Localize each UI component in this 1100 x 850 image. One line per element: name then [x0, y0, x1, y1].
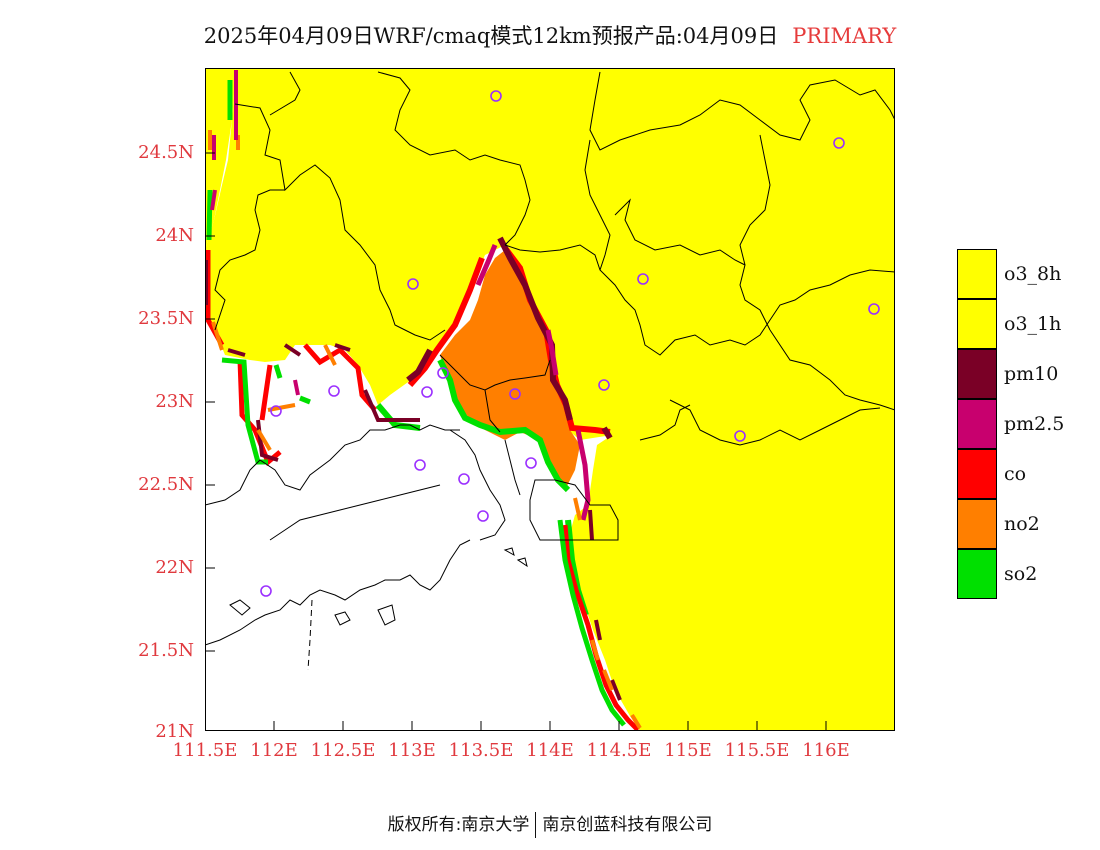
- station-marker: [407, 278, 419, 290]
- lat-label: 21.5N: [138, 640, 194, 661]
- coast-pm10-strip: [588, 509, 622, 701]
- title-tag: PRIMARY: [792, 24, 897, 48]
- legend-swatch: [957, 499, 997, 549]
- station-marker: [525, 457, 537, 469]
- lon-label: 114E: [526, 740, 574, 761]
- lat-label: 22.5N: [138, 474, 194, 495]
- station-marker: [477, 510, 489, 522]
- legend-swatch: [957, 399, 997, 449]
- lat-label: 23N: [155, 391, 194, 412]
- lon-label: 116E: [802, 740, 850, 761]
- station-marker: [260, 585, 272, 597]
- legend-swatch: [957, 249, 997, 299]
- station-markers: [260, 90, 880, 597]
- west-no2-band: [208, 130, 337, 452]
- legend-label: co: [1004, 463, 1027, 485]
- lat-label: 22N: [155, 557, 194, 578]
- station-marker: [270, 405, 282, 417]
- lat-label: 21N: [155, 721, 194, 742]
- axis-ticks: [205, 152, 827, 731]
- chart-title: 2025年04月09日WRF/cmaq模式12km预报产品:04月09日 PRIM…: [0, 20, 1100, 50]
- station-marker: [421, 386, 433, 398]
- lon-label: 114.5E: [586, 740, 652, 761]
- station-marker: [868, 303, 880, 315]
- legend-swatch: [957, 449, 997, 499]
- legend-label: pm10: [1004, 363, 1059, 385]
- admin-borders: [214, 71, 895, 541]
- legend-label: so2: [1004, 563, 1038, 585]
- legend-label: o3_1h: [1004, 313, 1062, 335]
- lon-label: 112E: [250, 740, 298, 761]
- station-marker: [637, 273, 649, 285]
- station-marker: [833, 137, 845, 149]
- footer-left: 版权所有:南京大学: [387, 815, 530, 835]
- legend-swatch: [957, 549, 997, 599]
- lat-label: 23.5N: [138, 308, 194, 329]
- lat-label: 24.5N: [138, 142, 194, 163]
- footer-right: 南京创蓝科技有限公司: [542, 815, 713, 835]
- footer-separator: [535, 812, 537, 838]
- lon-label: 113.5E: [448, 740, 514, 761]
- west-pm25-band: [210, 70, 300, 396]
- station-marker: [509, 388, 521, 400]
- station-marker: [437, 367, 449, 379]
- no2-region: [440, 250, 580, 490]
- west-so2-band: [206, 80, 311, 465]
- copyright-footer: 版权所有:南京大学 南京创蓝科技有限公司: [0, 810, 1100, 838]
- lon-label: 115.5E: [724, 740, 790, 761]
- coastline: [205, 424, 528, 671]
- station-marker: [328, 385, 340, 397]
- lon-label: 115E: [664, 740, 712, 761]
- pm10-band: [406, 236, 613, 440]
- station-marker: [734, 430, 746, 442]
- title-main: 2025年04月09日WRF/cmaq模式12km预报产品:04月09日: [203, 24, 779, 48]
- legend-swatch: [957, 299, 997, 349]
- pollutant-map: [205, 68, 895, 731]
- lon-label: 112.5E: [310, 740, 376, 761]
- lon-label: 111.5E: [172, 740, 238, 761]
- o3-field: [205, 68, 895, 731]
- legend-label: o3_8h: [1004, 263, 1062, 285]
- coast-so2-strip: [557, 519, 626, 727]
- legend-swatch: [957, 349, 997, 399]
- lat-label: 24N: [155, 225, 194, 246]
- station-marker: [414, 459, 426, 471]
- station-marker: [490, 90, 502, 102]
- pm25-band: [475, 244, 591, 521]
- west-co-band: [205, 250, 377, 467]
- legend-label: no2: [1004, 513, 1040, 535]
- station-marker: [598, 379, 610, 391]
- legend-label: pm2.5: [1004, 413, 1065, 435]
- station-marker: [458, 473, 470, 485]
- coast-no2-strip: [573, 497, 642, 730]
- lon-label: 113E: [388, 740, 436, 761]
